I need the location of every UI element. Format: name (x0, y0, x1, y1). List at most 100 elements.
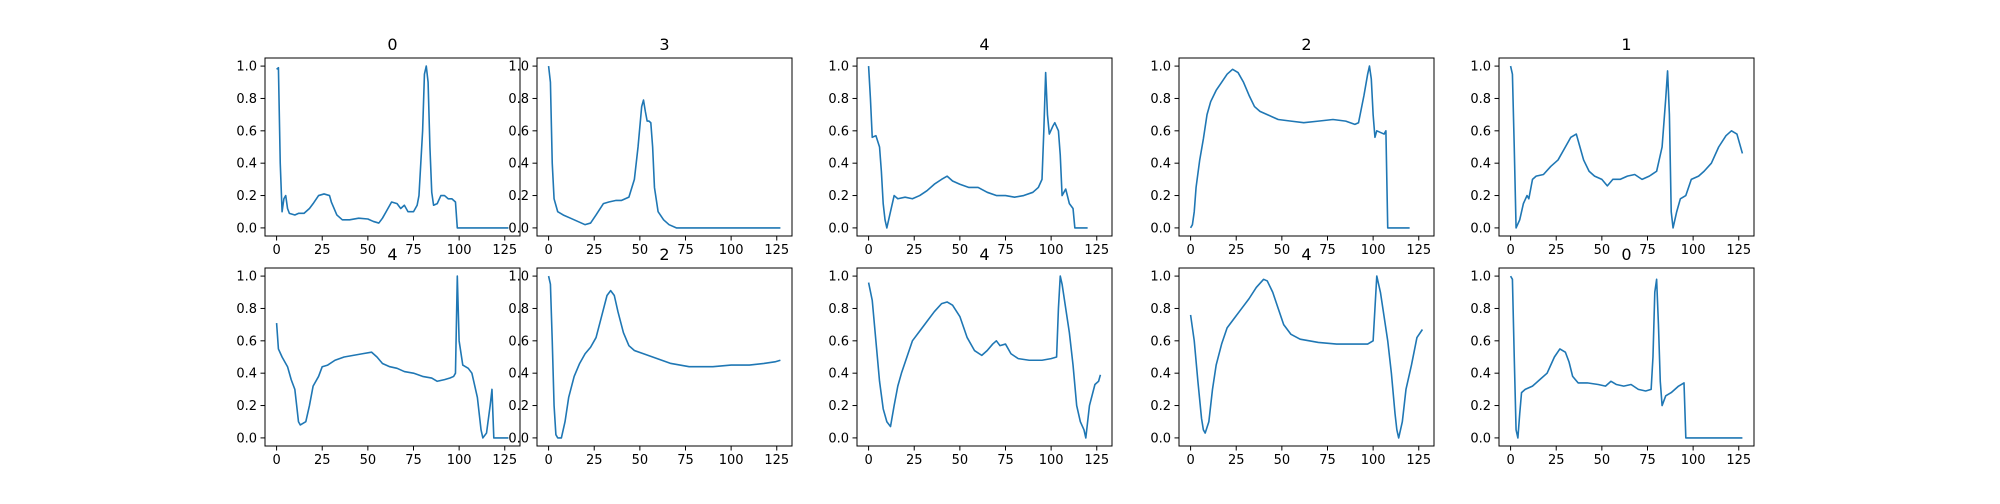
x-tick-label: 25 (906, 243, 923, 258)
x-tick-label: 125 (1406, 453, 1431, 468)
x-tick-label: 25 (314, 243, 331, 258)
y-tick-label: 0.2 (236, 399, 257, 414)
x-tick-label: 25 (1548, 243, 1565, 258)
x-tick-label: 100 (719, 453, 744, 468)
y-tick-label: 0.0 (508, 221, 529, 236)
x-tick-label: 75 (677, 453, 694, 468)
subplot-title: 4 (979, 245, 989, 264)
subplot-title: 3 (659, 35, 669, 54)
subplot-0: 0 25 50 75 100 125 0.0 0.2 0.4 0.6 0.8 1.0 0 (236, 35, 521, 258)
x-tick-label: 75 (405, 453, 422, 468)
y-tick-label: 1.0 (508, 270, 529, 285)
y-tick-label: 0.0 (828, 221, 849, 236)
x-tick-label: 100 (447, 243, 472, 258)
y-tick-label: 0.6 (508, 334, 529, 349)
y-tick-label: 0.2 (236, 189, 257, 204)
y-tick-label: 0.6 (236, 334, 257, 349)
x-tick-label: 100 (1361, 243, 1386, 258)
y-tick-label: 0.0 (1150, 221, 1171, 236)
subplot-title: 4 (1301, 245, 1311, 264)
y-tick-label: 1.0 (1470, 270, 1491, 285)
y-tick-label: 1.0 (828, 270, 849, 285)
axes-frame (1498, 57, 1755, 237)
y-tick-label: 0.4 (1470, 367, 1491, 382)
y-tick-label: 1.0 (236, 270, 257, 285)
axes-frame (1178, 57, 1435, 237)
y-tick-label: 0.0 (236, 221, 257, 236)
x-tick-label: 100 (1039, 243, 1064, 258)
series-line (1189, 275, 1424, 439)
x-tick-label: 0 (544, 243, 552, 258)
x-tick-label: 25 (1228, 243, 1245, 258)
x-tick-label: 100 (1039, 453, 1064, 468)
y-tick-label: 0.4 (1150, 157, 1171, 172)
subplot-title: 2 (659, 245, 669, 264)
x-tick-label: 75 (997, 453, 1014, 468)
y-tick-label: 0.0 (1470, 431, 1491, 446)
y-tick-label: 0.8 (508, 92, 529, 107)
y-tick-label: 0.8 (508, 302, 529, 317)
subplot-6: 0 25 50 75 100 125 0.0 0.2 0.4 0.6 0.8 1.0 2 (508, 245, 793, 468)
y-tick-label: 0.6 (828, 124, 849, 139)
y-tick-label: 0.2 (508, 189, 529, 204)
x-tick-label: 125 (1084, 243, 1109, 258)
y-tick-label: 0.6 (236, 124, 257, 139)
x-tick-label: 0 (864, 453, 872, 468)
x-tick-label: 75 (405, 243, 422, 258)
y-tick-label: 0.6 (1470, 334, 1491, 349)
y-tick-label: 1.0 (508, 60, 529, 75)
x-tick-label: 125 (1084, 453, 1109, 468)
axes-frame (1498, 267, 1755, 447)
y-tick-label: 0.2 (1150, 399, 1171, 414)
x-tick-label: 0 (272, 453, 280, 468)
x-tick-label: 50 (632, 243, 649, 258)
x-tick-label: 25 (586, 453, 603, 468)
series-line (867, 275, 1102, 439)
x-tick-label: 75 (997, 243, 1014, 258)
x-tick-label: 50 (1594, 453, 1611, 468)
x-tick-label: 0 (1186, 243, 1194, 258)
series-line (1509, 65, 1744, 229)
x-tick-label: 75 (1639, 453, 1656, 468)
series-line (547, 275, 781, 439)
x-tick-label: 75 (677, 243, 694, 258)
x-tick-label: 25 (906, 453, 923, 468)
x-tick-label: 50 (360, 453, 377, 468)
x-tick-label: 50 (952, 453, 969, 468)
x-tick-label: 25 (586, 243, 603, 258)
x-tick-label: 50 (360, 243, 377, 258)
y-tick-label: 0.0 (236, 431, 257, 446)
subplot-title: 0 (1621, 245, 1631, 264)
series-line (867, 66, 1088, 229)
x-tick-label: 125 (1726, 243, 1751, 258)
subplot-8: 0 25 50 75 100 125 0.0 0.2 0.4 0.6 0.8 1.0 4 (1150, 245, 1435, 468)
x-tick-label: 25 (1548, 453, 1565, 468)
y-tick-label: 0.6 (508, 124, 529, 139)
x-tick-label: 125 (1406, 243, 1431, 258)
series-line (1509, 275, 1743, 439)
y-tick-label: 0.2 (828, 189, 849, 204)
y-tick-label: 0.8 (236, 92, 257, 107)
y-tick-label: 0.8 (828, 302, 849, 317)
axes-frame (856, 57, 1113, 237)
x-tick-label: 125 (1726, 453, 1751, 468)
series-line (1189, 65, 1410, 229)
series-line (276, 65, 509, 229)
y-tick-label: 0.4 (828, 157, 849, 172)
y-tick-label: 0.2 (828, 399, 849, 414)
x-tick-label: 50 (952, 243, 969, 258)
y-tick-label: 1.0 (1470, 60, 1491, 75)
x-tick-label: 0 (1506, 453, 1514, 468)
x-tick-label: 75 (1319, 453, 1336, 468)
x-tick-label: 100 (1681, 243, 1706, 258)
x-tick-label: 25 (314, 453, 331, 468)
y-tick-label: 0.8 (1150, 92, 1171, 107)
subplot-title: 2 (1301, 35, 1311, 54)
x-tick-label: 0 (1186, 453, 1194, 468)
axes-frame (536, 57, 793, 237)
x-tick-label: 100 (447, 453, 472, 468)
x-tick-label: 125 (764, 453, 789, 468)
axes-frame (856, 267, 1113, 447)
